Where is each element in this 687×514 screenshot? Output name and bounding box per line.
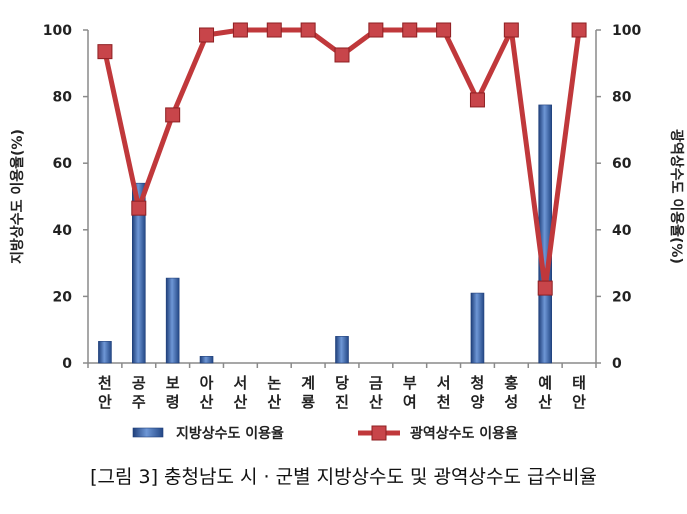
y-axis-title-right: 광역상수도 이용율(%) <box>668 129 685 264</box>
line-marker <box>97 44 113 60</box>
y-tick-label-left: 0 <box>62 356 72 372</box>
y-tick-label-right: 0 <box>612 356 622 372</box>
y-tick-label-right: 60 <box>612 156 632 172</box>
bar <box>335 336 349 364</box>
bar-series <box>98 104 553 364</box>
line-marker <box>266 22 282 38</box>
line-marker <box>436 22 452 38</box>
legend-label-line: 광역상수도 이용율 <box>410 425 518 442</box>
bar <box>165 277 180 364</box>
y-tick-label-right: 80 <box>612 90 632 106</box>
line-marker <box>334 47 350 63</box>
y-tick-label-right: 20 <box>612 289 632 305</box>
legend: 지방상수도 이용율 광역상수도 이용율 <box>132 425 518 442</box>
legend-swatch-marker <box>371 425 387 441</box>
line-marker <box>402 22 418 38</box>
line-marker <box>537 280 553 296</box>
axis-labels: 천 안 공 주 보 령 아 산 서 산 논 산 계 룡 당 진 금 산 부 여 서 천 청 양 홍 성 예 산 태 안 지방상수도 이용율(… <box>9 129 685 411</box>
y-tick-label-left: 60 <box>53 156 73 172</box>
y-axis-title-left: 지방상수도 이용율(%) <box>9 129 26 264</box>
line-marker <box>503 22 519 38</box>
legend-label-bar: 지방상수도 이용율 <box>176 425 284 442</box>
line-marker <box>469 92 485 108</box>
line-series <box>97 22 587 296</box>
bar <box>470 292 485 364</box>
bar <box>199 356 214 364</box>
line-marker <box>368 22 384 38</box>
line-marker <box>165 107 181 123</box>
y-tick-label-left: 100 <box>43 23 72 39</box>
y-tick-label-right: 100 <box>612 23 641 39</box>
bar <box>132 182 146 364</box>
figure-caption: [그림 3] 충청남도 시 · 군별 지방상수도 및 광역상수도 급수비율 <box>90 466 597 488</box>
line-marker <box>131 200 147 216</box>
bar <box>98 341 112 364</box>
y-tick-label-left: 20 <box>53 289 73 305</box>
line-marker <box>571 22 587 38</box>
y-tick-label-left: 80 <box>53 90 73 106</box>
bar <box>538 104 553 364</box>
y-tick-label-right: 40 <box>612 223 632 239</box>
line-marker <box>199 27 215 43</box>
y-tick-label-left: 40 <box>53 223 73 239</box>
legend-swatch-bar <box>132 427 164 438</box>
series-line <box>102 27 582 291</box>
line-marker <box>232 22 248 38</box>
line-marker <box>300 22 316 38</box>
chart: 0 0 20 20 40 40 60 60 80 80 100 100 천 안 공 주 보 령 아 산 서 산 논 산 계 룡 당… <box>9 22 685 442</box>
